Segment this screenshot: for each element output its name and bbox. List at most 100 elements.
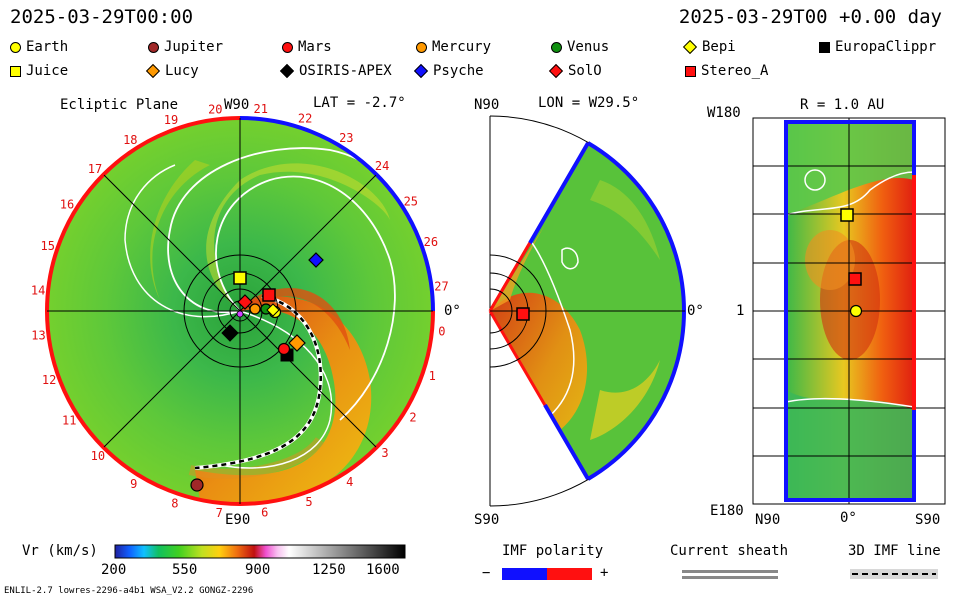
ecliptic-top-label: W90	[224, 97, 250, 113]
imf-negative-swatch	[502, 568, 547, 580]
carrington-tick-label: 18	[123, 133, 137, 147]
carrington-tick-label: 25	[404, 194, 418, 208]
legend-marker-square	[685, 65, 696, 77]
meridional-stereo-a-marker	[516, 307, 530, 321]
legend-marker-circle	[416, 41, 427, 53]
carrington-tick-label: 16	[60, 198, 74, 212]
imf-minus: −	[482, 565, 491, 581]
legend-label: Mars	[298, 39, 332, 55]
imf-plus: +	[600, 565, 609, 581]
carrington-tick-label: 10	[91, 449, 105, 463]
imf-polarity-label: IMF polarity	[502, 543, 604, 559]
carrington-tick-label: 14	[31, 283, 45, 297]
jupiter-marker	[190, 478, 204, 492]
solo-marker	[237, 294, 253, 310]
legend-label: Juice	[26, 63, 69, 79]
carrington-tick-label: 4	[346, 475, 353, 489]
radial-title: R = 1.0 AU	[800, 97, 885, 113]
legend-item-mercury: Mercury	[416, 39, 491, 55]
colorbar	[114, 544, 406, 559]
carrington-tick-label: 19	[164, 113, 178, 127]
carrington-tick-label: 23	[339, 131, 353, 145]
radial-bottom-left: E180	[710, 503, 744, 519]
legend-label: SolO	[568, 63, 602, 79]
ecliptic-bodies	[190, 252, 324, 492]
legend-item-mars: Mars	[282, 39, 332, 55]
radial-mid-left: 1	[736, 303, 745, 319]
sun-marker	[236, 310, 244, 318]
carrington-tick-label: 24	[375, 159, 389, 173]
ecliptic-right-label: 0°	[444, 303, 461, 319]
legend-marker-circle	[551, 41, 562, 53]
carrington-tick-label: 15	[40, 239, 54, 253]
legend-label: Jupiter	[164, 39, 224, 55]
radial-juice-marker	[840, 208, 854, 222]
osiris-apex-marker	[221, 324, 239, 342]
colorbar-tick-1600: 1600	[366, 562, 400, 578]
carrington-tick-label: 11	[62, 414, 76, 428]
meridional-bottom-label: S90	[474, 512, 500, 528]
carrington-tick-label: 27	[434, 279, 448, 293]
carrington-tick-label: 17	[88, 162, 102, 176]
carrington-tick-label: 0	[438, 325, 445, 339]
carrington-tick-label: 20	[208, 103, 222, 117]
juice-marker	[233, 271, 247, 285]
model-info: ENLIL-2.7 lowres-2296-a4b1 WSA_V2.2 GONG…	[4, 586, 254, 596]
fast-stream	[195, 296, 372, 504]
carrington-tick-label: 5	[305, 495, 312, 509]
colorbar-tick-550: 550	[172, 562, 198, 578]
psyche-marker	[308, 252, 324, 268]
carrington-tick-label: 2	[409, 410, 416, 424]
colorbar-label: Vr (km/s)	[22, 543, 98, 559]
meridional-right-label: 0°	[687, 303, 704, 319]
legend-label: Earth	[26, 39, 69, 55]
legend-item-stereo-a: Stereo_A	[685, 63, 768, 79]
radial-bottom-n90: N90	[755, 512, 781, 528]
left-datetime: 2025-03-29T00:00	[10, 6, 194, 28]
legend-item-juice: Juice	[10, 63, 68, 79]
legend-marker-square	[819, 41, 830, 53]
radial-earth-marker	[849, 304, 863, 318]
right-datetime: 2025-03-29T00 +0.00 day	[678, 6, 942, 28]
legend-label: Lucy	[165, 63, 199, 79]
carrington-tick-label: 7	[216, 506, 223, 520]
carrington-tick-label: 13	[31, 329, 45, 343]
imf-line-label: 3D IMF line	[848, 543, 941, 559]
ecliptic-lat-label: LAT = -2.7°	[313, 95, 406, 111]
legend-label: Stereo_A	[701, 63, 769, 79]
ecliptic-bottom-label: E90	[225, 512, 251, 528]
legend-item-europaclippr: EuropaClippr	[819, 39, 936, 55]
carrington-tick-label: 9	[130, 477, 137, 491]
current-sheath-swatch	[682, 576, 778, 579]
bepi-marker	[266, 303, 280, 317]
legend-marker-square	[10, 65, 21, 77]
legend-label: Bepi	[702, 39, 736, 55]
legend-item-osiris-apex: OSIRIS-APEX	[279, 63, 392, 79]
legend-item-lucy: Lucy	[145, 63, 199, 79]
radial-bottom-s90: S90	[915, 512, 941, 528]
legend-label: Mercury	[432, 39, 492, 55]
ecliptic-rim-positive	[239, 116, 435, 312]
stereo-a-marker	[262, 288, 276, 302]
legend-item-jupiter: Jupiter	[148, 39, 223, 55]
colorbar-tick-200: 200	[101, 562, 127, 578]
carrington-tick-label: 21	[253, 102, 267, 116]
carrington-tick-label: 22	[298, 112, 312, 126]
carrington-tick-label: 12	[42, 373, 56, 387]
legend-item-solo: SolO	[548, 63, 602, 79]
current-sheath-label: Current sheath	[670, 543, 789, 559]
colorbar-tick-900: 900	[245, 562, 271, 578]
meridional-top-label: N90	[474, 97, 500, 113]
legend-item-psyche: Psyche	[413, 63, 484, 79]
carrington-tick-label: 26	[424, 235, 438, 249]
legend-label: OSIRIS-APEX	[299, 63, 392, 79]
legend-marker-circle	[282, 41, 293, 53]
legend-label: Psyche	[433, 63, 484, 79]
carrington-tick-label: 1	[429, 369, 436, 383]
colorbar-tick-1250: 1250	[312, 562, 346, 578]
legend-label: EuropaClippr	[835, 39, 937, 55]
mercury-marker	[249, 303, 261, 315]
carrington-tick-label: 6	[261, 506, 268, 520]
radial-bottom-zero: 0°	[840, 510, 857, 526]
carrington-tick-label: 3	[381, 446, 388, 460]
